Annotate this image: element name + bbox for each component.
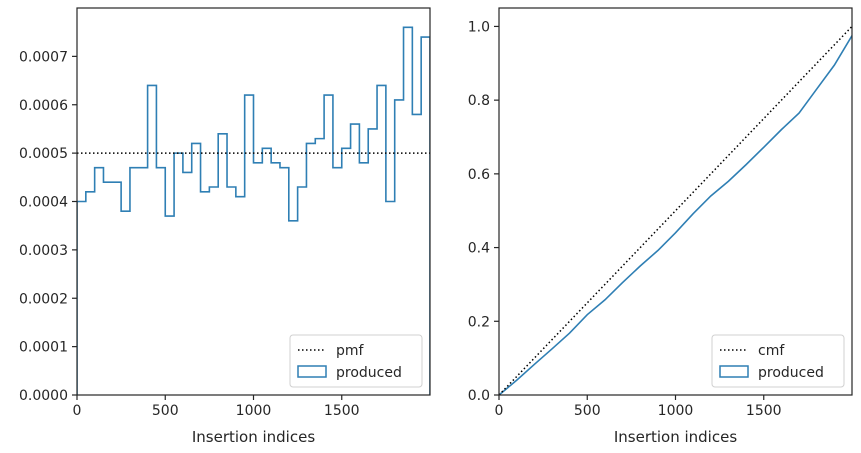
- x-tick-label: 1500: [324, 403, 360, 419]
- legend-swatch-produced: [297, 365, 327, 378]
- series-cmf: [499, 25, 852, 395]
- pmf-histogram-panel: 0 500 1000 1500 0.0000 0.0001 0.0002 0.0003 0.00…: [19, 7, 431, 446]
- cmf-line-panel: 0 500 1000 1500 0.0 0.2 0.4 0.6 0.8 1.0 Insertion…: [468, 7, 853, 446]
- y-tick-label: 0.0006: [19, 98, 68, 114]
- y-tick-label: 1.0: [468, 19, 490, 35]
- legend-frame: [711, 334, 845, 388]
- y-tick-label: 0.0001: [19, 340, 68, 356]
- y-tick-label: 0.0007: [19, 49, 68, 65]
- tick-group: 0 500 1000 1500 0.0 0.2 0.4 0.6 0.8 1.0: [468, 19, 782, 419]
- tick-group: 0 500 1000 1500 0.0000 0.0001 0.0002 0.0003 0.00…: [19, 49, 360, 419]
- plot-area: [499, 25, 852, 395]
- x-axis-label: Insertion indices: [614, 428, 737, 446]
- legend-label-pmf: pmf: [336, 343, 365, 359]
- x-tick-label: 500: [574, 403, 601, 419]
- y-tick-label: 0.0003: [19, 243, 68, 259]
- legend-label-produced: produced: [758, 365, 824, 381]
- y-tick-label: 0.8: [468, 93, 490, 109]
- y-tick-label: 0.4: [468, 241, 490, 257]
- y-tick-label: 0.2: [468, 314, 490, 330]
- plot-area: [77, 26, 430, 395]
- legend-label-produced: produced: [336, 365, 402, 381]
- legend-frame: [289, 334, 423, 388]
- y-tick-label: 0.0004: [19, 195, 68, 211]
- series-produced: [499, 35, 852, 395]
- legend-swatch-produced: [719, 365, 749, 378]
- x-axis-label: Insertion indices: [192, 428, 315, 446]
- y-tick-label: 0.0002: [19, 291, 68, 307]
- legend: cmf produced: [711, 334, 845, 388]
- x-tick-label: 1000: [236, 403, 272, 419]
- y-tick-label: 0.6: [468, 167, 490, 183]
- x-tick-label: 1000: [658, 403, 694, 419]
- x-tick-label: 1500: [746, 403, 782, 419]
- legend: pmf produced: [289, 334, 423, 388]
- x-tick-label: 0: [495, 403, 504, 419]
- x-tick-label: 500: [152, 403, 179, 419]
- x-tick-label: 0: [73, 403, 82, 419]
- y-tick-label: 0.0000: [19, 388, 68, 404]
- y-tick-label: 0.0: [468, 388, 490, 404]
- legend-label-cmf: cmf: [758, 343, 785, 359]
- series-produced: [77, 26, 430, 395]
- y-tick-label: 0.0005: [19, 146, 68, 162]
